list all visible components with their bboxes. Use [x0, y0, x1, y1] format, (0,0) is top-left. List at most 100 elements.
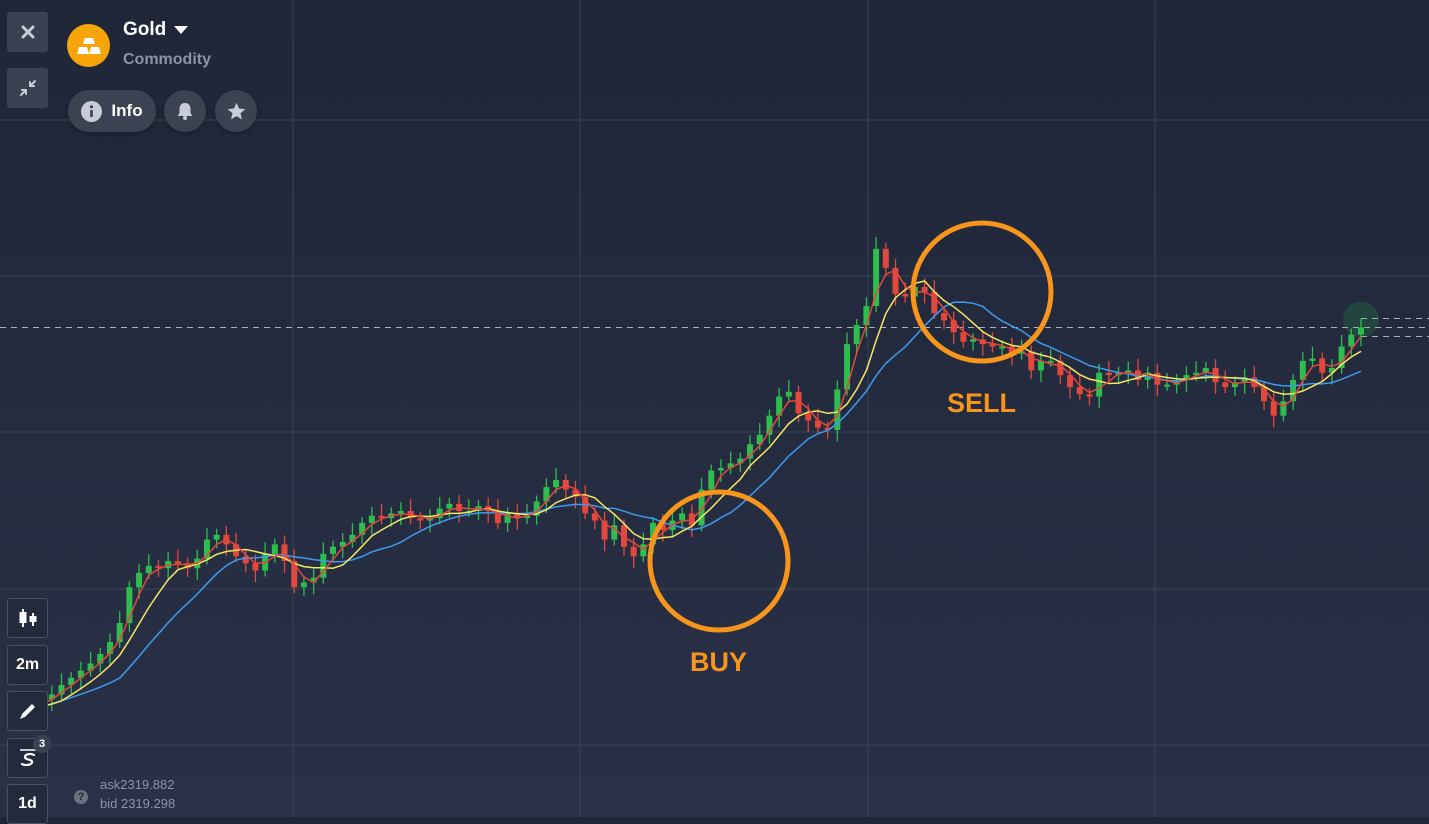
indicators-icon	[19, 749, 36, 767]
ask-price: ask2319.882	[100, 777, 175, 792]
candle-bearish	[252, 554, 259, 583]
candle-body	[533, 501, 540, 516]
candle-bearish	[174, 549, 181, 570]
chart-type-button[interactable]	[7, 598, 48, 638]
candle-bearish	[882, 242, 889, 277]
candle-body	[1338, 346, 1345, 368]
candle-bearish	[1134, 358, 1141, 386]
candle-body	[271, 544, 278, 554]
candle-body	[504, 513, 511, 523]
candle-bullish	[116, 611, 123, 649]
candle-bearish	[989, 332, 996, 353]
asset-type: Commodity	[123, 51, 211, 68]
candle-body	[359, 522, 366, 535]
period-label: 1d	[18, 795, 37, 812]
candle-bullish	[999, 340, 1006, 356]
info-icon	[81, 100, 103, 122]
timeframe-button[interactable]: 2m	[7, 645, 48, 685]
candle-body	[368, 515, 375, 523]
candle-body	[717, 468, 724, 471]
candle-body	[1290, 379, 1297, 402]
candle-bullish	[97, 648, 104, 673]
candle-bullish	[776, 387, 783, 428]
candle-bullish	[873, 237, 880, 312]
candle-body	[727, 463, 734, 469]
timeframe-label: 2m	[15, 656, 40, 673]
candle-bullish	[359, 516, 366, 544]
sell-annotation-circle	[910, 220, 1054, 364]
candle-body	[611, 525, 618, 540]
candle-body	[591, 513, 598, 521]
candle-body	[116, 622, 123, 643]
candle-bullish	[48, 685, 55, 711]
candle-body	[776, 396, 783, 416]
candle-body	[1028, 351, 1035, 371]
candle-body	[1270, 401, 1277, 416]
candle-body	[446, 503, 453, 509]
candle-body	[1202, 367, 1209, 373]
candle-bearish	[979, 330, 986, 356]
candle-body	[136, 572, 143, 588]
drawing-tools-button[interactable]	[7, 691, 48, 731]
candle-bullish	[1328, 359, 1335, 385]
candle-body	[1105, 372, 1112, 376]
candle-body	[1008, 346, 1015, 354]
candle-body	[126, 587, 133, 623]
candle-bullish	[543, 478, 550, 514]
candle-bullish	[640, 532, 647, 563]
candle-body	[1261, 387, 1268, 402]
candles-icon	[19, 609, 36, 627]
candle-body	[77, 670, 84, 678]
candle-body	[679, 513, 686, 521]
candle-body	[1076, 387, 1083, 395]
candle-body	[310, 577, 317, 583]
candle-body	[514, 513, 521, 519]
candle-body	[989, 344, 996, 347]
candle-body	[1358, 327, 1364, 335]
close-button[interactable]	[7, 12, 48, 52]
help-icon[interactable]: ?	[74, 790, 88, 804]
candle-body	[242, 556, 249, 564]
candle-bullish	[1096, 363, 1103, 409]
favorite-button[interactable]	[215, 90, 257, 132]
candle-bullish	[203, 527, 210, 565]
candle-body	[882, 248, 889, 268]
info-button[interactable]: Info	[68, 90, 156, 132]
candle-body	[640, 544, 647, 557]
candle-body	[562, 480, 569, 490]
current-price-glow	[1343, 301, 1379, 338]
candle-body	[417, 518, 424, 521]
candle-bearish	[940, 307, 947, 330]
candle-body	[1280, 401, 1287, 416]
candle-body	[892, 267, 899, 295]
candle-bullish	[58, 673, 65, 701]
candle-bearish	[417, 512, 424, 530]
candle-body	[252, 563, 259, 571]
candle-body	[805, 413, 812, 421]
asset-selector[interactable]: Gold	[123, 19, 189, 41]
candle-body	[1067, 375, 1074, 388]
candle-bullish	[436, 496, 443, 525]
candle-body	[300, 582, 307, 588]
collapse-icon	[19, 80, 36, 96]
candle-bearish	[931, 280, 938, 320]
candle-body	[950, 320, 957, 333]
candle-body	[659, 522, 666, 531]
candle-body	[543, 487, 550, 502]
candle-bullish	[747, 435, 754, 471]
candle-body	[1047, 360, 1054, 363]
candle-bullish	[77, 661, 84, 690]
candle-bullish	[271, 538, 278, 563]
candle-bearish	[514, 504, 521, 530]
candle-bearish	[1270, 392, 1277, 428]
candle-body	[475, 506, 482, 511]
collapse-button[interactable]	[7, 68, 48, 108]
alert-button[interactable]	[164, 90, 206, 132]
period-button[interactable]: 1d	[7, 784, 48, 824]
candle-body	[1231, 382, 1238, 388]
candle-body	[58, 684, 65, 695]
moving-average-lines	[12, 269, 1362, 715]
candle-body	[378, 515, 385, 519]
candle-body	[1183, 375, 1190, 380]
